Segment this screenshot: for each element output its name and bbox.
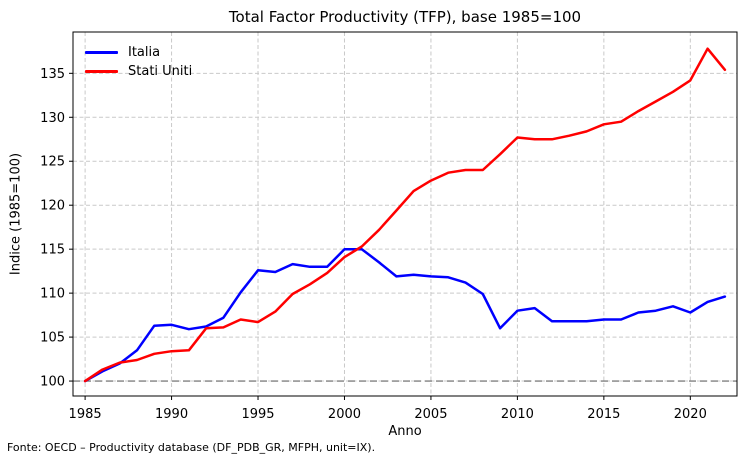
x-tick-label: 2010 (501, 407, 534, 422)
y-tick-label: 135 (40, 67, 65, 82)
y-tick-label: 110 (40, 287, 65, 302)
legend-label-stati-uniti: Stati Uniti (128, 64, 193, 79)
legend-item-stati-uniti: Stati Uniti (85, 62, 192, 81)
plot-border (72, 31, 738, 397)
chart-title: Total Factor Productivity (TFP), base 19… (228, 8, 582, 26)
y-tick-label: 125 (40, 155, 65, 170)
x-tick-label: 1990 (155, 407, 188, 422)
x-tick-label: 1985 (69, 407, 102, 422)
legend-label-italia: Italia (128, 45, 161, 60)
y-tick-label: 120 (40, 199, 65, 214)
x-tick-label: 2005 (414, 407, 447, 422)
series-line-stati-uniti (83, 47, 727, 383)
x-tick-label: 2020 (674, 407, 707, 422)
x-tick-label: 1995 (241, 407, 274, 422)
legend-line-sample-stati-uniti (85, 70, 118, 73)
source-note: Fonte: OECD – Productivity database (DF_… (7, 441, 376, 454)
legend: Italia Stati Uniti (85, 43, 192, 81)
x-tick-label: 2015 (587, 407, 620, 422)
y-tick-label: 115 (40, 243, 65, 258)
y-tick-label: 100 (40, 375, 65, 390)
legend-line-sample-italia (85, 51, 118, 54)
y-tick-label: 105 (40, 331, 65, 346)
y-tick-label: 130 (40, 111, 65, 126)
x-axis-label: Anno (388, 424, 422, 439)
x-tick-label: 2000 (328, 407, 361, 422)
y-axis-label: Indice (1985=100) (8, 152, 24, 276)
series-line-italia (83, 247, 727, 383)
legend-item-italia: Italia (85, 43, 192, 62)
